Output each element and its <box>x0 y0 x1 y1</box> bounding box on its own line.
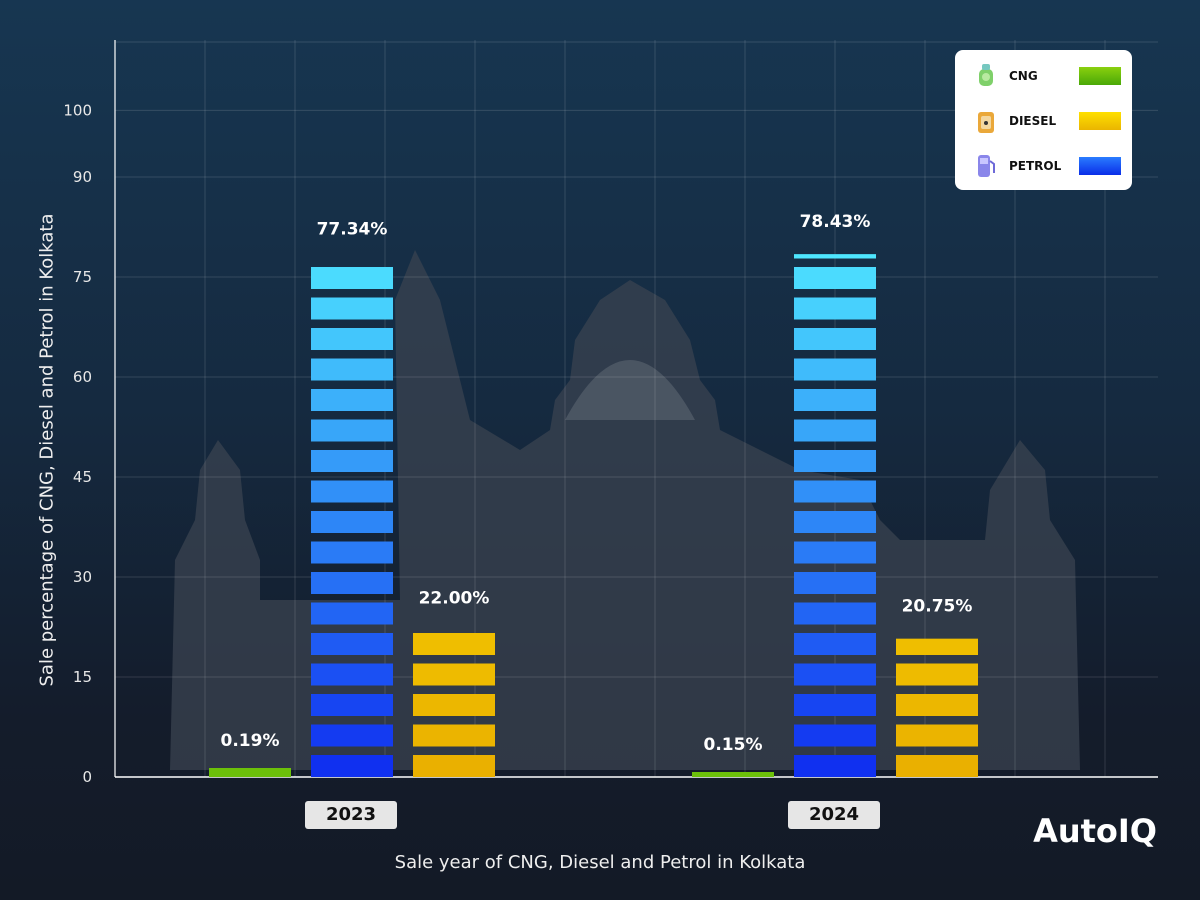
bar-segment-petrol-2023 <box>311 450 393 472</box>
bar-segment-petrol-2024 <box>794 419 876 442</box>
bar-segment-diesel-2023 <box>413 663 495 686</box>
bar-segment-petrol-2023 <box>311 633 393 655</box>
y-tick-label: 45 <box>73 468 92 486</box>
data-label: 0.19% <box>221 731 280 751</box>
legend-swatch-petrol <box>1079 157 1121 175</box>
bar-segment-petrol-2024 <box>794 358 876 381</box>
data-label: 78.43% <box>800 212 871 232</box>
bar-segment-petrol-2024 <box>794 389 876 411</box>
y-tick-label: 60 <box>73 368 92 386</box>
legend-swatch-diesel <box>1079 112 1121 130</box>
bar-segment-petrol-2023 <box>311 389 393 411</box>
bar-segment-diesel-2024 <box>896 755 978 777</box>
bar-segment-diesel-2024 <box>896 638 978 655</box>
x-tick-2024: 2024 <box>788 801 880 829</box>
bar-segment-petrol-2024 <box>794 663 876 686</box>
bar-segment-diesel-2024 <box>896 663 978 686</box>
bar-segment-petrol-2023 <box>311 480 393 503</box>
data-label: 20.75% <box>902 597 973 617</box>
bar-segment-petrol-2023 <box>311 419 393 442</box>
bar-segment-petrol-2024 <box>794 572 876 594</box>
bar-segment-petrol-2023 <box>311 724 393 747</box>
bar-segment-petrol-2024 <box>794 511 876 533</box>
bar-segment-diesel-2023 <box>413 755 495 777</box>
bar-segment-petrol-2023 <box>311 267 393 289</box>
y-tick-label: 100 <box>63 101 92 119</box>
bar-segment-petrol-2023 <box>311 602 393 625</box>
bar-segment-petrol-2023 <box>311 328 393 350</box>
y-tick-label: 15 <box>73 668 92 686</box>
bar-segment-diesel-2023 <box>413 694 495 716</box>
bar-segment-petrol-2023 <box>311 755 393 777</box>
bar-segment-diesel-2023 <box>413 724 495 747</box>
bar-segment-petrol-2023 <box>311 541 393 564</box>
bar-segment-petrol-2024 <box>794 297 876 320</box>
y-tick-label: 90 <box>73 168 92 186</box>
bar-segment-petrol-2024 <box>794 633 876 655</box>
bar-segment-petrol-2023 <box>311 572 393 594</box>
building-dome <box>565 360 695 420</box>
brand-logo: AutoIQ <box>1033 812 1157 850</box>
legend-label: PETROL <box>1009 159 1062 173</box>
bar-segment-petrol-2024 <box>794 450 876 472</box>
bar-segment-petrol-2023 <box>311 511 393 533</box>
y-tick-label: 0 <box>82 768 92 786</box>
bar-segment-petrol-2024 <box>794 755 876 777</box>
y-tick-label: 30 <box>73 568 92 586</box>
bar-segment-petrol-2024 <box>794 328 876 350</box>
bar-cng-2024 <box>692 772 774 777</box>
bar-segment-petrol-2023 <box>311 663 393 686</box>
data-label: 0.15% <box>704 735 763 755</box>
fuel-pump-icon <box>975 153 997 179</box>
bar-segment-petrol-2023 <box>311 694 393 716</box>
x-tick-2023: 2023 <box>305 801 397 829</box>
y-tick-label: 75 <box>73 268 92 286</box>
bar-segment-petrol-2023 <box>311 358 393 381</box>
x-axis-label: Sale year of CNG, Diesel and Petrol in K… <box>394 852 806 873</box>
bar-segment-petrol-2024 <box>794 267 876 289</box>
bar-segment-petrol-2024 <box>794 602 876 625</box>
gas-cylinder-icon <box>975 63 997 89</box>
bar-segment-petrol-2024 <box>794 254 876 259</box>
legend: CNG DIESEL PETROL <box>955 50 1132 190</box>
y-axis-label: Sale percentage of CNG, Diesel and Petro… <box>36 213 58 687</box>
bar-segment-diesel-2023 <box>413 633 495 655</box>
legend-item-diesel: DIESEL <box>975 108 1121 134</box>
legend-label: DIESEL <box>1009 114 1057 128</box>
bar-segment-diesel-2024 <box>896 694 978 716</box>
jerrycan-icon <box>975 108 997 134</box>
legend-item-petrol: PETROL <box>975 153 1121 179</box>
legend-label: CNG <box>1009 69 1038 83</box>
bar-segment-petrol-2024 <box>794 541 876 564</box>
legend-swatch-cng <box>1079 67 1121 85</box>
bar-segment-petrol-2024 <box>794 480 876 503</box>
legend-item-cng: CNG <box>975 63 1121 89</box>
bar-segment-petrol-2023 <box>311 297 393 320</box>
building-silhouette <box>170 250 1080 770</box>
data-label: 22.00% <box>419 588 490 608</box>
bar-cng-2023 <box>209 768 291 777</box>
bar-segment-petrol-2024 <box>794 724 876 747</box>
bar-segment-diesel-2024 <box>896 724 978 747</box>
bar-segment-petrol-2024 <box>794 694 876 716</box>
data-label: 77.34% <box>317 219 388 239</box>
